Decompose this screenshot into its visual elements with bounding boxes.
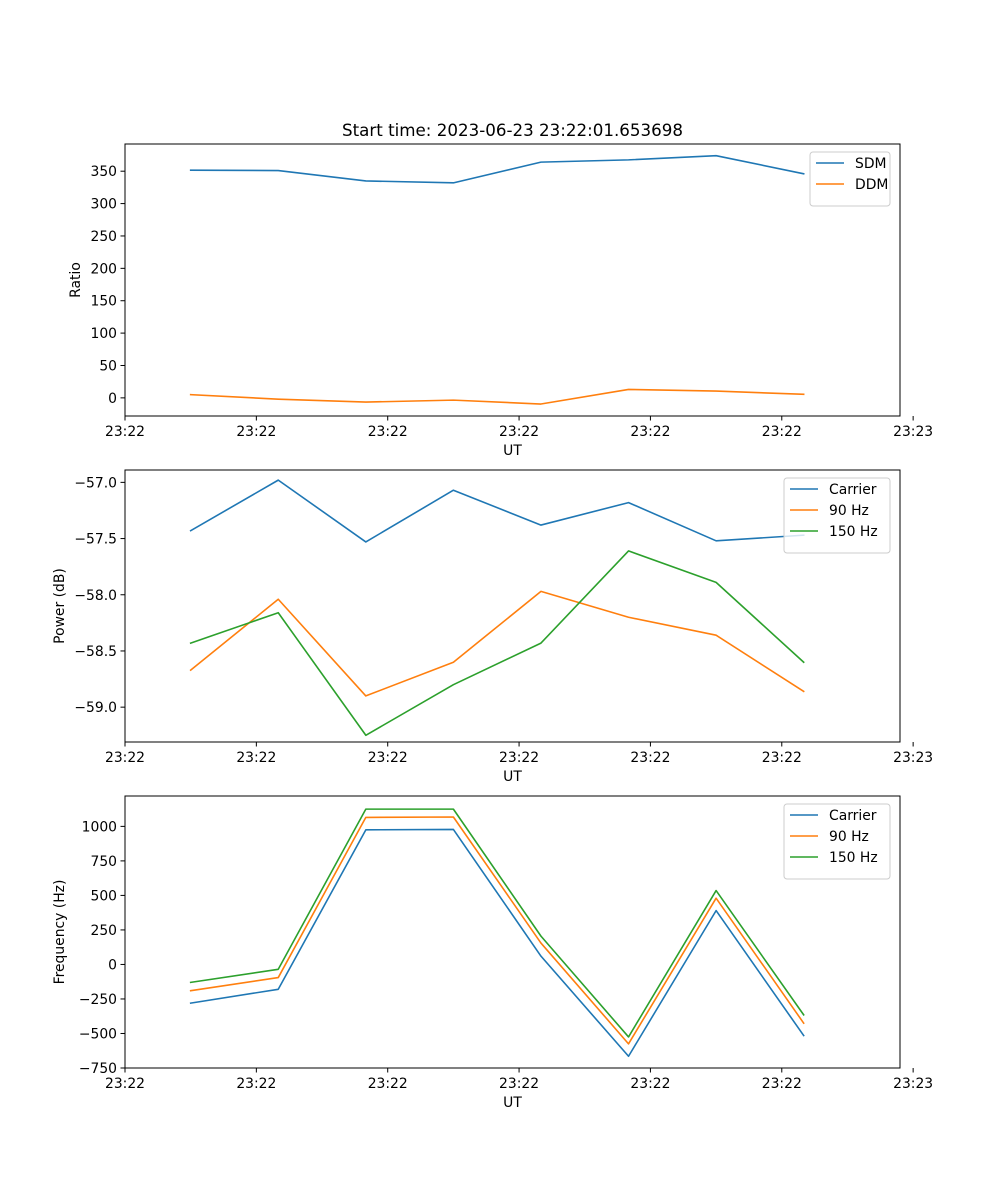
legend-label: Carrier — [829, 482, 877, 498]
x-tick-label: 23:22 — [368, 750, 408, 766]
x-axis-label: UT — [503, 443, 522, 459]
y-tick-label: 200 — [90, 261, 117, 277]
chart-panel-2: 23:22 23:22 23:22 23:22 23:22 23:22 23:23 −59.0… — [52, 469, 933, 785]
panels: 23:22 23:22 23:22 23:22 23:22 23:22 23:23 0 50 10… — [52, 143, 933, 1111]
series-line-90-hz — [189, 590, 805, 697]
y-axis-label: Frequency (Hz) — [52, 880, 68, 985]
legend: Carrier 90 Hz 150 Hz — [783, 477, 891, 554]
x-tick-label: 23:22 — [368, 1076, 408, 1092]
x-tick-label: 23:22 — [762, 750, 802, 766]
chart-panel-1: 23:22 23:22 23:22 23:22 23:22 23:22 23:23 0 50 10… — [68, 143, 933, 459]
y-tick-label: 1000 — [82, 819, 117, 835]
axes-frame — [124, 795, 901, 1069]
legend: SDM DDM — [809, 151, 891, 207]
y-tick-label: 250 — [90, 229, 117, 245]
y-tick-label: −750 — [79, 1061, 117, 1077]
y-tick-label: 100 — [90, 326, 117, 342]
x-tick-label: 23:22 — [762, 424, 802, 440]
x-tick-label: 23:22 — [236, 750, 276, 766]
x-axis-label: UT — [503, 769, 522, 785]
legend-label: 90 Hz — [829, 829, 869, 845]
y-tick-label: 500 — [90, 888, 117, 904]
figure-title: Start time: 2023-06-23 23:22:01.653698 — [342, 120, 683, 140]
legend-label: SDM — [855, 156, 887, 172]
y-tick-label: −57.5 — [74, 532, 117, 548]
y-tick-label: −250 — [79, 992, 117, 1008]
x-tick-label: 23:22 — [630, 424, 670, 440]
x-tick-label: 23:22 — [630, 1076, 670, 1092]
x-tick-label: 23:23 — [893, 424, 933, 440]
y-tick-label: −59.0 — [74, 700, 117, 716]
x-tick-label: 23:22 — [105, 1076, 145, 1092]
legend: Carrier 90 Hz 150 Hz — [783, 803, 891, 880]
x-tick-label: 23:23 — [893, 750, 933, 766]
legend-label: 90 Hz — [829, 503, 869, 519]
series-line-150-hz — [189, 550, 805, 737]
y-tick-label: 750 — [90, 854, 117, 870]
x-tick-label: 23:22 — [105, 750, 145, 766]
series-line-carrier — [189, 479, 805, 543]
legend-label: Carrier — [829, 808, 877, 824]
y-tick-label: −57.0 — [74, 475, 117, 491]
axes-frame — [124, 143, 901, 417]
y-tick-label: 50 — [99, 358, 117, 374]
x-tick-label: 23:22 — [499, 750, 539, 766]
series-line-carrier — [189, 828, 805, 1058]
x-tick-label: 23:22 — [105, 424, 145, 440]
series-line-sdm — [189, 154, 805, 184]
chart-panel-3: 23:22 23:22 23:22 23:22 23:22 23:22 23:23 −750 −… — [52, 795, 933, 1111]
x-tick-label: 23:22 — [630, 750, 670, 766]
legend-label: 150 Hz — [829, 524, 878, 540]
x-tick-label: 23:22 — [236, 1076, 276, 1092]
x-tick-label: 23:22 — [499, 424, 539, 440]
y-tick-label: 150 — [90, 294, 117, 310]
y-tick-label: 0 — [108, 957, 117, 973]
legend-label: 150 Hz — [829, 850, 878, 866]
axes-frame — [124, 469, 901, 743]
legend-label: DDM — [855, 177, 888, 193]
y-tick-label: −500 — [79, 1026, 117, 1042]
legend-box — [783, 803, 891, 880]
x-tick-label: 23:22 — [762, 1076, 802, 1092]
series-line-ddm — [189, 388, 805, 405]
legend-box — [783, 477, 891, 554]
y-axis-label: Ratio — [68, 262, 84, 298]
y-tick-label: 300 — [90, 197, 117, 213]
legend-box — [809, 151, 891, 207]
x-axis-label: UT — [503, 1095, 522, 1111]
x-tick-label: 23:22 — [368, 424, 408, 440]
series-line-150-hz — [189, 808, 805, 1038]
y-tick-label: −58.5 — [74, 644, 117, 660]
x-tick-label: 23:22 — [236, 424, 276, 440]
y-tick-label: 350 — [90, 164, 117, 180]
y-axis-label: Power (dB) — [52, 568, 68, 644]
x-tick-label: 23:23 — [893, 1076, 933, 1092]
y-tick-label: 250 — [90, 923, 117, 939]
series-line-90-hz — [189, 816, 805, 1045]
y-tick-label: 0 — [108, 391, 117, 407]
x-tick-label: 23:22 — [499, 1076, 539, 1092]
y-tick-label: −58.0 — [74, 588, 117, 604]
